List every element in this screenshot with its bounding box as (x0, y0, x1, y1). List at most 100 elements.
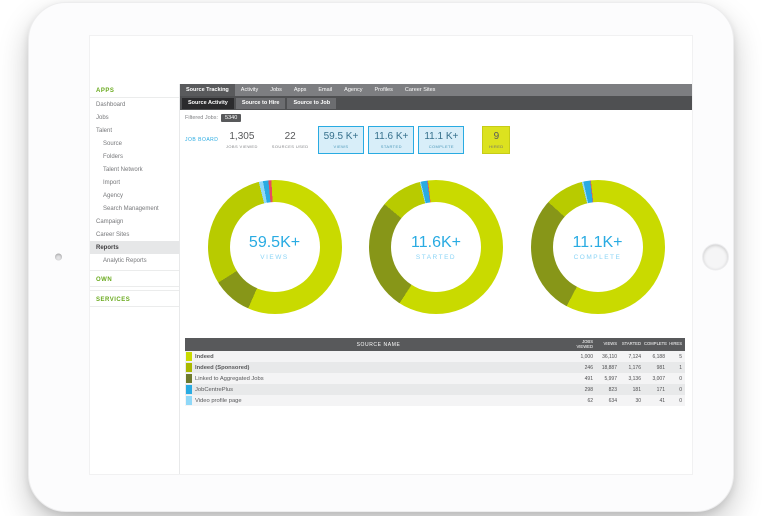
cell-views: 823 (608, 386, 617, 393)
cell-complete: 3,007 (652, 375, 665, 382)
column-header-complete[interactable]: COMPLETE (644, 341, 668, 347)
sidebar-item-search-management[interactable]: Search Management (103, 205, 159, 212)
cell-jobs-viewed: 298 (584, 386, 593, 393)
sidebar-item-folders[interactable]: Folders (103, 153, 124, 160)
donut-ring-complete: 11.1K+ COMPLETE (530, 180, 665, 314)
summary-box-value: 22 (284, 131, 296, 143)
summary-box-hired[interactable]: 9 HIRED (482, 126, 511, 154)
donut-value: 59.5K+ (248, 233, 301, 251)
donut-chart-views: 59.5K+ VIEWS (207, 180, 342, 314)
cell-views: 36,110 (602, 353, 617, 360)
cell-complete: 41 (659, 397, 665, 404)
cell-started: 181 (632, 386, 641, 393)
donut-chart-started: 11.6K+ STARTED (369, 180, 503, 314)
job-board-label[interactable]: JOB BOARD (185, 137, 219, 143)
source-name: Linked to Aggregated Jobs (195, 375, 264, 382)
source-color-chip (186, 352, 192, 361)
summary-box-label: SOURCES USED (271, 143, 309, 149)
summary-strip: JOB BOARD 1,305 JOBS VIEWED 22 SOURCES USED… (185, 125, 684, 155)
summary-box-label: HIRED (489, 143, 504, 149)
topnav-item-apps[interactable]: Apps (293, 87, 307, 93)
source-name: Video profile page (195, 397, 242, 404)
donut-label: VIEWS (260, 253, 289, 261)
topnav-item-agency[interactable]: Agency (344, 87, 363, 93)
cell-started: 30 (635, 397, 641, 404)
source-name: JobCentrePlus (195, 386, 234, 393)
sidebar: APPS Dashboard Jobs Talent Source Folders Tale… (90, 84, 180, 474)
subnav-item-source-activity[interactable]: Source Activity (182, 97, 234, 109)
column-header-source-name[interactable]: SOURCE NAME (356, 341, 401, 348)
camera-icon (55, 253, 62, 261)
summary-box-started[interactable]: 11.6 K+ STARTED (368, 126, 415, 154)
tablet-frame: APPS Dashboard Jobs Talent Source Folders Tale… (28, 2, 734, 512)
cell-views: 634 (608, 397, 617, 404)
table-body: Indeed 1,000 36,110 7,124 6,188 5 Indeed (Spon… (185, 351, 685, 406)
column-header-started[interactable]: STARTED (621, 341, 641, 347)
sidebar-divider (90, 290, 179, 291)
sub-navigation: Source Activity Source to Hire Source to J… (180, 96, 692, 110)
sidebar-item-campaign[interactable]: Campaign (96, 218, 124, 225)
donut-hole: 59.5K+ VIEWS (229, 202, 320, 292)
subnav-item-source-to-job[interactable]: Source to Job (287, 97, 337, 109)
topnav-item-jobs[interactable]: Jobs (270, 87, 282, 93)
cell-hires: 0 (679, 375, 682, 382)
source-name: Indeed (Sponsored) (195, 364, 250, 371)
summary-box-jobs-viewed[interactable]: 1,305 JOBS VIEWED (221, 126, 263, 154)
sidebar-section-apps[interactable]: APPS (90, 84, 179, 98)
column-header-hires[interactable]: HIRES (669, 341, 682, 347)
subnav-item-source-to-hire[interactable]: Source to Hire (235, 97, 286, 109)
topnav-item-career-sites[interactable]: Career Sites (404, 87, 436, 93)
summary-box-value: 11.1 K+ (424, 131, 459, 143)
source-name-cell: Indeed (Sponsored) (185, 362, 572, 373)
topnav-item-source-tracking[interactable]: Source Tracking (180, 84, 235, 96)
sidebar-item-talent[interactable]: Talent (96, 127, 113, 134)
sidebar-section-services[interactable]: SERVICES (90, 293, 179, 307)
summary-box-sources-used[interactable]: 22 SOURCES USED (266, 126, 314, 154)
summary-box-label: COMPLETE (428, 143, 454, 149)
source-color-chip (186, 385, 192, 394)
cell-hires: 1 (679, 364, 682, 371)
sidebar-item-import[interactable]: Import (103, 179, 121, 186)
cell-views: 18,887 (601, 364, 617, 371)
sidebar-item-career-sites[interactable]: Career Sites (96, 231, 130, 238)
topnav-item-profiles[interactable]: Profiles (374, 87, 393, 93)
table-row: Indeed (Sponsored) 246 18,887 1,176 981 1 (185, 362, 685, 373)
sidebar-item-agency[interactable]: Agency (103, 192, 124, 199)
source-table: SOURCE NAME JOBS VIEWED VIEWS STARTED COMPLE… (185, 338, 685, 406)
summary-box-value: 1,305 (229, 131, 255, 143)
cell-jobs-viewed: 246 (584, 364, 593, 371)
cell-complete: 6,188 (652, 353, 665, 360)
topnav-item-activity[interactable]: Activity (240, 87, 259, 93)
table-row: JobCentrePlus 298 823 181 171 0 (185, 384, 685, 395)
filter-row: Filtered Jobs: 5340 (185, 112, 242, 123)
home-button[interactable] (703, 244, 728, 270)
topnav-item-email[interactable]: Email (318, 87, 333, 93)
sidebar-item-dashboard[interactable]: Dashboard (96, 101, 126, 108)
summary-box-views[interactable]: 59.5 K+ VIEWS (317, 126, 365, 154)
summary-box-label: STARTED (380, 143, 402, 149)
top-navigation: Source Tracking Activity Jobs Apps Email Agen… (180, 84, 692, 96)
source-color-chip (186, 374, 192, 383)
filtered-jobs-count[interactable]: 5340 (221, 113, 242, 122)
table-row: Video profile page 62 634 30 41 0 (185, 395, 685, 406)
cell-complete: 981 (656, 364, 665, 371)
sidebar-section-own[interactable]: OWN (90, 273, 179, 287)
source-name-cell: Video profile page (185, 395, 572, 406)
table-row: Linked to Aggregated Jobs 491 5,997 3,136 3,… (185, 373, 685, 384)
sidebar-item-analytic-reports[interactable]: Analytic Reports (103, 257, 147, 264)
sidebar-item-reports[interactable]: Reports (90, 241, 179, 254)
cell-hires: 0 (679, 397, 682, 404)
donut-label: STARTED (415, 253, 457, 261)
donut-value: 11.6K+ (411, 233, 461, 251)
sidebar-item-source[interactable]: Source (103, 140, 123, 147)
column-header-jobs-viewed[interactable]: JOBS VIEWED (576, 338, 593, 349)
sidebar-item-talent-network[interactable]: Talent Network (103, 166, 143, 173)
cell-started: 3,136 (628, 375, 641, 382)
cell-hires: 0 (679, 386, 682, 393)
summary-box-complete[interactable]: 11.1 K+ COMPLETE (418, 126, 465, 154)
column-header-views[interactable]: VIEWS (603, 341, 618, 347)
sidebar-item-jobs[interactable]: Jobs (96, 114, 109, 121)
cell-jobs-viewed: 62 (587, 397, 593, 404)
source-color-chip (186, 396, 192, 405)
app-screen: APPS Dashboard Jobs Talent Source Folders Tale… (89, 35, 693, 475)
